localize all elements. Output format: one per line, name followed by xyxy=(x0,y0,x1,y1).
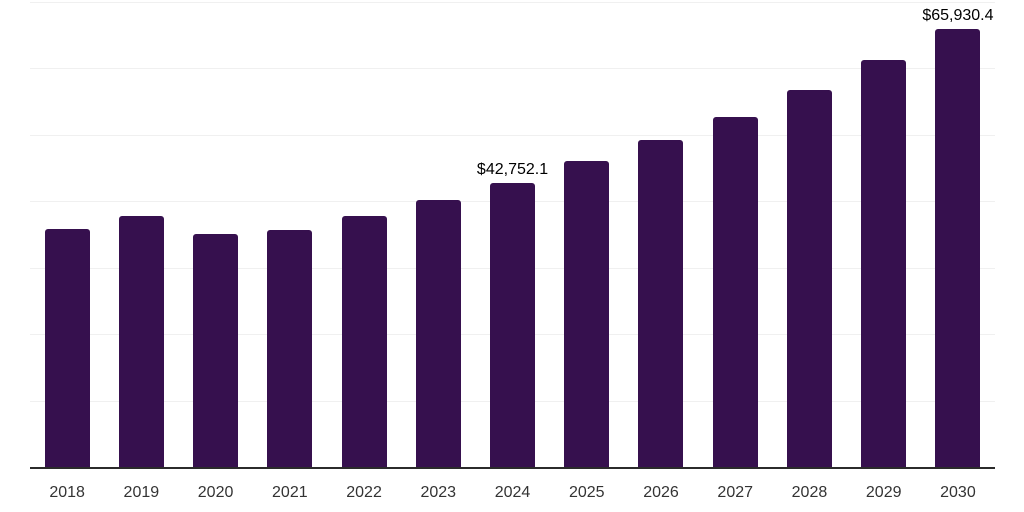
x-tick-label-2028: 2028 xyxy=(791,483,828,501)
bar-2020 xyxy=(193,233,239,467)
gridline xyxy=(30,134,995,136)
x-tick-label-2021: 2021 xyxy=(272,483,308,501)
bar-group-2027 xyxy=(698,2,772,467)
bar-group-2029 xyxy=(847,2,921,467)
bar-2018 xyxy=(44,229,90,467)
x-tick-label-2023: 2023 xyxy=(420,483,457,501)
bar-2019 xyxy=(118,215,164,467)
bar-2022 xyxy=(341,215,387,467)
bar-2029 xyxy=(861,59,907,467)
bar-2026 xyxy=(638,140,684,467)
bar-group-2023 xyxy=(401,2,475,467)
bar-group-2018 xyxy=(30,2,104,467)
bar-group-2020 xyxy=(178,2,252,467)
x-tick-label-2020: 2020 xyxy=(197,483,234,501)
x-tick-label-2027: 2027 xyxy=(717,483,754,501)
bar-group-2025 xyxy=(550,2,624,467)
bar-series: $42,752.1 $65,930.4 xyxy=(30,2,995,467)
bar-2024 xyxy=(490,183,536,467)
x-tick-label-2022: 2022 xyxy=(346,483,382,501)
x-tick-label-2019: 2019 xyxy=(123,483,160,501)
x-tick-label-2018: 2018 xyxy=(49,483,85,501)
bar-2023 xyxy=(415,199,461,467)
plot-area: $42,752.1 $65,930.4 xyxy=(30,2,995,469)
bar-group-2030: $65,930.4 xyxy=(921,2,995,467)
bar-group-2026 xyxy=(624,2,698,467)
bar-group-2028 xyxy=(772,2,846,467)
bar-2030 xyxy=(935,29,981,467)
bar-2025 xyxy=(564,161,610,467)
x-tick-label-2029: 2029 xyxy=(865,483,902,501)
bar-2021 xyxy=(267,229,313,467)
x-tick-label-2026: 2026 xyxy=(643,483,679,501)
x-tick-label-2030: 2030 xyxy=(940,483,976,501)
x-tick-label-2025: 2025 xyxy=(568,483,605,501)
bar-group-2024: $42,752.1 xyxy=(475,2,549,467)
x-tick-label-2024: 2024 xyxy=(494,483,531,501)
bar-2028 xyxy=(786,89,832,467)
x-axis: 2018 2019 2020 2021 2022 2023 2024 2025 2026 2027… xyxy=(30,469,995,512)
bar-value-label-2030: $65,930.4 xyxy=(922,7,994,25)
gridline xyxy=(30,2,995,3)
bar-2027 xyxy=(712,116,758,467)
bar-group-2022 xyxy=(327,2,401,467)
bar-group-2021 xyxy=(253,2,327,467)
bar-value-label-2024: $42,752.1 xyxy=(476,161,549,179)
bar-group-2019 xyxy=(104,2,178,467)
gridline xyxy=(30,68,995,70)
